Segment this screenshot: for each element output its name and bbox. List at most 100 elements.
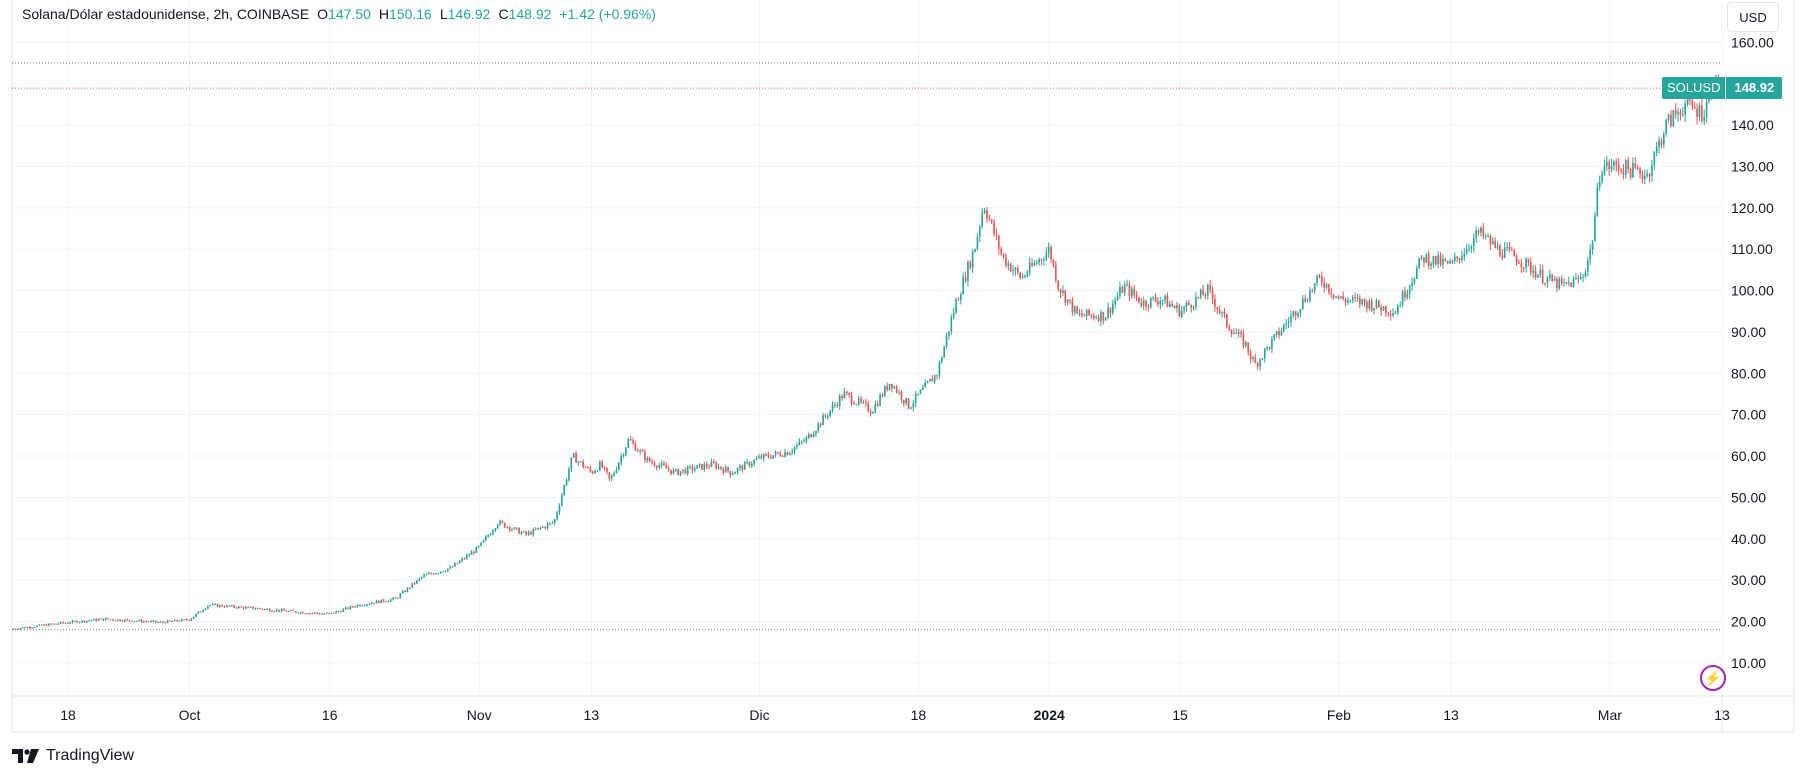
candle-body	[853, 403, 855, 405]
candle-body	[1354, 296, 1356, 298]
candle-body	[397, 597, 399, 599]
candle-body	[1392, 313, 1394, 316]
candle-body	[1472, 238, 1475, 247]
candle-body	[1425, 254, 1428, 263]
price-chart[interactable]: 10.00 20.00 30.00 40.00 50.00 60.00 70.00 80.00…	[0, 0, 1806, 740]
tradingview-brand[interactable]: TradingView	[12, 745, 134, 767]
candle-body	[484, 536, 487, 540]
candle-body	[1624, 160, 1627, 175]
candle-body	[1522, 267, 1525, 269]
candle-body	[1358, 297, 1361, 305]
time-tick-label: Nov	[467, 707, 492, 723]
candle-body	[1000, 248, 1003, 254]
candle-body	[1102, 311, 1105, 321]
candle-body	[1382, 306, 1385, 311]
time-tick-label: Dic	[749, 707, 769, 723]
candle-body	[264, 608, 266, 610]
candle-body	[617, 462, 620, 470]
candle-body	[247, 606, 250, 608]
candlestick-series	[12, 74, 1722, 631]
candle-body	[686, 466, 689, 474]
candle-body	[192, 616, 195, 619]
candle-body	[582, 461, 585, 467]
candle-body	[869, 411, 872, 414]
lightning-icon[interactable]: ⚡	[1700, 665, 1726, 691]
candle-body	[914, 393, 917, 404]
candle-body	[1014, 267, 1017, 271]
candle-body	[781, 455, 784, 457]
close-value: 148.92	[508, 6, 552, 22]
candle-body	[929, 378, 931, 382]
candle-body	[1005, 257, 1007, 266]
candle-body	[266, 608, 269, 610]
candle-body	[1615, 161, 1618, 166]
candle-body	[1591, 241, 1594, 250]
candle-body	[786, 452, 789, 455]
candle-body	[1092, 315, 1095, 319]
candle-body	[1204, 295, 1207, 297]
candle-body	[1370, 300, 1373, 311]
candle-body	[1394, 312, 1397, 314]
candle-body	[874, 403, 877, 413]
candle-body	[1157, 301, 1159, 305]
candle-body	[24, 627, 26, 629]
candle-body	[1240, 332, 1242, 335]
candle-body	[900, 391, 903, 400]
candle-body	[1247, 342, 1250, 353]
candle-body	[1218, 309, 1221, 313]
candle-body	[373, 602, 376, 604]
candle-body	[294, 611, 297, 613]
time-tick-label: 16	[322, 707, 338, 723]
candle-body	[867, 403, 870, 412]
candle-body	[204, 608, 207, 610]
candle-body	[940, 357, 943, 363]
candle-body	[1330, 292, 1333, 295]
price-tick-label: 30.00	[1731, 572, 1766, 588]
price-axis: 10.00 20.00 30.00 40.00 50.00 60.00 70.00 80.00…	[1731, 34, 1774, 671]
candle-body	[1558, 278, 1561, 289]
candle-body	[1031, 262, 1033, 266]
candle-body	[199, 611, 202, 613]
price-tick-label: 50.00	[1731, 489, 1766, 505]
candle-body	[418, 578, 421, 581]
candle-body	[1073, 306, 1076, 313]
candle-body	[655, 465, 658, 468]
candle-body	[1375, 300, 1378, 308]
candle-body	[1404, 291, 1406, 298]
candle-body	[1142, 300, 1145, 306]
high-value: 150.16	[389, 6, 432, 22]
candle-body	[1674, 110, 1677, 115]
candle-body	[513, 527, 516, 530]
candle-body	[848, 392, 851, 395]
candle-body	[1225, 314, 1228, 327]
candle-body	[475, 546, 478, 553]
candle-body	[302, 612, 304, 614]
candle-body	[625, 447, 627, 455]
candle-body	[1399, 305, 1402, 307]
candle-body	[1016, 267, 1019, 273]
candle-body	[323, 613, 326, 615]
candle-body	[1078, 313, 1081, 315]
candle-body	[218, 605, 221, 607]
candle-body	[1496, 245, 1499, 248]
candle-body	[1090, 314, 1093, 316]
candle-body	[1237, 332, 1240, 334]
candle-body	[330, 612, 333, 614]
candle-body	[993, 221, 995, 235]
candle-body	[822, 415, 824, 426]
candle-body	[722, 468, 725, 473]
candle-body	[1104, 317, 1107, 321]
candle-body	[608, 472, 611, 479]
candle-body	[598, 461, 601, 471]
candle-body	[328, 613, 330, 615]
candle-body	[1135, 295, 1138, 298]
candle-body	[216, 604, 219, 607]
candle-body	[1059, 289, 1062, 293]
candle-body	[1696, 108, 1698, 117]
candle-body	[620, 456, 623, 463]
candle-body	[1363, 298, 1366, 303]
currency-button[interactable]: USD	[1727, 2, 1779, 32]
candle-body	[779, 453, 782, 456]
candle-body	[90, 620, 93, 622]
candle-body	[1679, 112, 1682, 115]
